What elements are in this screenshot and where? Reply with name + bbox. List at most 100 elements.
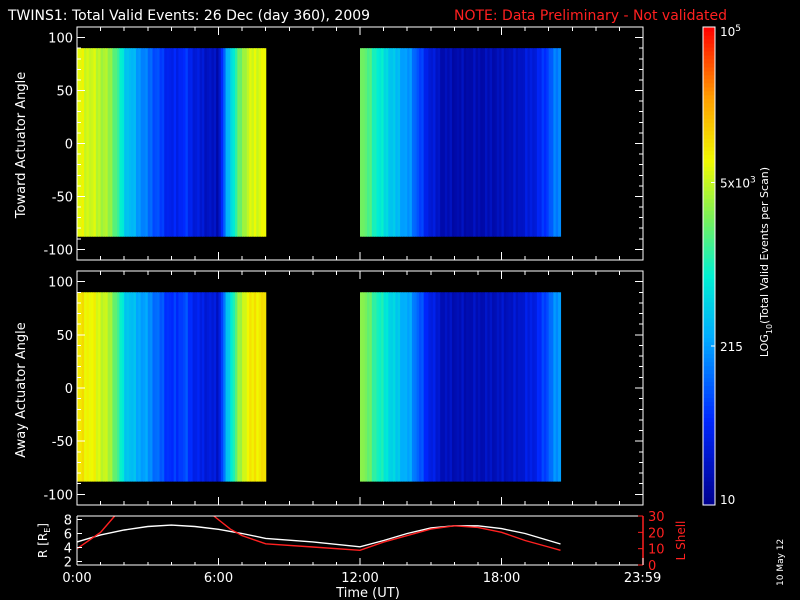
away-heat-cell (147, 292, 151, 482)
colorbar-cell (703, 142, 715, 148)
toward-heat-cell (86, 48, 90, 237)
away-heat-cell (213, 292, 217, 482)
toward-heat-cell (501, 48, 505, 237)
colorbar-cell (703, 190, 715, 195)
toward-heat-cell (84, 48, 88, 237)
away-heat-cell (487, 292, 491, 482)
toward-heat-cell (447, 48, 451, 237)
toward-heat-cell (397, 48, 401, 237)
colorbar-cell (703, 353, 715, 359)
toward-heat-cell (508, 48, 512, 237)
away-heat-cell (98, 292, 102, 482)
colorbar-cell (703, 98, 715, 104)
colorbar-cell (703, 214, 715, 219)
colorbar-cell (703, 50, 715, 56)
toward-heat-cell (534, 48, 538, 237)
away-heat-cell (362, 292, 366, 482)
toward-heat-cell (551, 48, 554, 237)
away-heat-cell (367, 292, 371, 482)
colorbar-cell (703, 449, 715, 454)
away-heat-cell (173, 292, 177, 482)
colorbar-cell (703, 46, 715, 52)
toward-heat-cell (525, 48, 529, 237)
orbit-right-tick-label: 10 (648, 543, 665, 558)
away-heat-cell (501, 292, 505, 482)
colorbar-cell (703, 485, 715, 490)
away-ytick-label: 100 (48, 276, 73, 291)
colorbar-cell (703, 429, 715, 434)
away-heat-cell (383, 292, 387, 482)
toward-heat-cell (416, 48, 420, 237)
toward-heat-cell (154, 48, 158, 237)
toward-heat-cell (541, 48, 545, 237)
toward-heat-cell (475, 48, 479, 237)
toward-heat-cell (185, 48, 189, 237)
colorbar-cell (703, 325, 715, 331)
x-tick-label: 18:00 (483, 571, 520, 586)
colorbar-cell (703, 226, 715, 231)
colorbar-cell (703, 158, 715, 164)
toward-heat-cell (216, 48, 220, 237)
colorbar-cell (703, 389, 715, 395)
toward-heat-cell (161, 48, 165, 237)
colorbar-cell (703, 405, 715, 410)
toward-heat-cell (395, 48, 399, 237)
toward-heat-cell (423, 48, 427, 237)
colorbar-cell (703, 345, 715, 351)
toward-heat-cell (237, 48, 241, 237)
toward-heat-cell (473, 48, 477, 237)
away-heat-cell (435, 292, 439, 482)
away-heat-cell (393, 292, 396, 482)
away-heat-cell (395, 292, 399, 482)
colorbar-cell (703, 258, 715, 263)
toward-heat-cell (192, 48, 196, 237)
away-heat-cell (416, 292, 420, 482)
toward-heat-cell (121, 48, 125, 237)
colorbar-cell (703, 309, 715, 315)
away-heatmap-panel: 100 50 0 -50 -100 (43, 270, 644, 506)
away-heat-cell (520, 292, 524, 482)
toward-heat-cell (546, 48, 550, 237)
colorbar-cell (703, 194, 715, 199)
away-heat-cell (121, 292, 125, 482)
away-heat-cell (374, 292, 378, 482)
colorbar-cell (703, 162, 715, 168)
away-heat-cell (246, 292, 250, 482)
orbit-left-label: R [RE] (36, 523, 52, 558)
away-heat-cell (178, 292, 182, 482)
toward-heat-cell (503, 48, 507, 237)
toward-heat-cell (159, 48, 163, 237)
toward-heat-cell (428, 48, 432, 237)
away-heat-cell (433, 292, 437, 482)
colorbar-cell (703, 262, 715, 267)
away-heat-cell (421, 292, 425, 482)
toward-heat-cell (147, 48, 151, 237)
away-heat-cell (468, 292, 472, 482)
toward-heat-cell (482, 48, 486, 237)
away-heat-cell (159, 292, 163, 482)
away-heat-cell (484, 292, 488, 482)
toward-heat-cell (454, 48, 458, 237)
toward-heat-cell (232, 48, 236, 237)
colorbar-cell (703, 38, 715, 44)
toward-heat-cell (98, 48, 102, 237)
colorbar-cell (703, 234, 715, 239)
away-heat-cell (77, 292, 80, 482)
colorbar-cell (703, 453, 715, 458)
away-heat-cell (128, 292, 132, 482)
toward-heat-cell (369, 48, 373, 237)
away-heat-cell (143, 292, 146, 482)
away-heat-cell (473, 292, 477, 482)
toward-heat-cell (209, 48, 213, 237)
colorbar-cell (703, 138, 715, 144)
toward-heat-cell (442, 48, 446, 237)
away-heat-cell (114, 292, 118, 482)
toward-heat-cell (201, 48, 205, 237)
away-heat-cell (371, 292, 375, 482)
away-heat-cell (166, 292, 170, 482)
away-heat-cell (161, 292, 165, 482)
orbit-right-tick-label: 30 (648, 510, 665, 525)
away-heat-cell (176, 292, 180, 482)
colorbar-cell (703, 74, 715, 80)
colorbar-cell (703, 166, 715, 171)
